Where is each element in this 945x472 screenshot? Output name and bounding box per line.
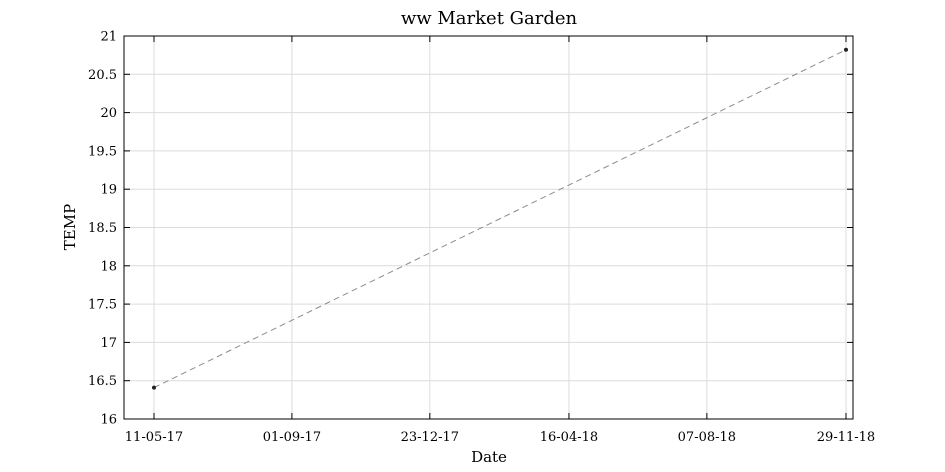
chart-title: ww Market Garden bbox=[401, 8, 578, 29]
y-tick-label: 17.5 bbox=[88, 298, 117, 313]
y-tick-label: 21 bbox=[100, 30, 117, 45]
series-layer bbox=[152, 47, 848, 390]
y-tick-label: 16.5 bbox=[88, 374, 117, 389]
x-tick-label: 29-11-18 bbox=[817, 430, 875, 445]
x-tick-label: 01-09-17 bbox=[263, 430, 321, 445]
y-tick-label: 17 bbox=[100, 336, 117, 351]
y-tick-label: 20 bbox=[100, 106, 117, 121]
x-axis-label: Date bbox=[471, 448, 507, 466]
data-point bbox=[152, 385, 156, 390]
x-tick-label: 11-05-17 bbox=[125, 430, 183, 445]
y-axis-label: TEMP bbox=[61, 204, 79, 250]
x-tick-label: 16-04-18 bbox=[540, 430, 598, 445]
y-tick-label: 19.5 bbox=[88, 144, 117, 159]
series-line bbox=[153, 49, 847, 389]
axis-ticks: 16 16.5 17 17.5 18 18.5 19 19.5 20 20.5 21 11-05-17… bbox=[88, 30, 875, 446]
y-tick-label: 18 bbox=[100, 259, 117, 274]
x-tick-label: 23-12-17 bbox=[401, 430, 459, 445]
grid bbox=[124, 35, 853, 420]
x-tick-label: 07-08-18 bbox=[678, 430, 736, 445]
y-tick-label: 16 bbox=[100, 413, 117, 428]
data-point bbox=[844, 47, 848, 52]
y-tick-label: 20.5 bbox=[88, 68, 117, 83]
y-tick-label: 19 bbox=[100, 183, 117, 198]
y-tick-label: 18.5 bbox=[88, 221, 117, 236]
